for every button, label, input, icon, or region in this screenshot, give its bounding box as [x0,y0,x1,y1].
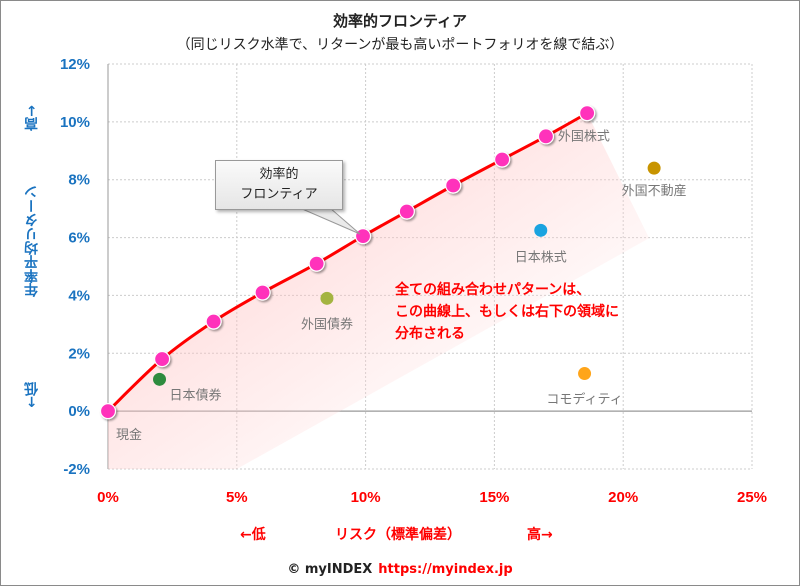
footer-link[interactable]: https://myindex.jp [378,562,513,577]
x-tick-label: 25% [737,489,767,506]
frontier-point [205,313,222,330]
y-tick-label: 4% [68,287,90,304]
chart-subtitle: （同じリスク水準で、リターンが最も高いポートフォリオを線で結ぶ） [176,37,624,53]
note-line: 全ての組み合わせパターンは、 [395,282,591,298]
frontier-point [494,151,511,168]
x-tick-label: 20% [608,489,638,506]
y-axis-low: ←低 [24,382,40,408]
asset-label: 現金 [116,427,142,443]
frontier-callout: 効率的 フロンティア [215,160,343,210]
x-tick-label: 5% [226,489,248,506]
frontier-point [308,255,325,272]
annotation-note: 全ての組み合わせパターンは、 この曲線上、もしくは右下の領域に 分布される [395,279,619,345]
asset-point [320,291,334,305]
asset-label: 外国株式 [558,129,610,144]
y-axis-high: 高→ [24,105,40,131]
y-tick-label: 2% [68,345,90,362]
y-axis-title: 年率平均リターン [24,185,40,297]
asset-point [534,223,548,237]
copyright: © myINDEX [287,562,373,577]
feasible-region [108,113,650,469]
note-line: 分布される [395,326,465,342]
asset-label: 日本債券 [170,387,222,403]
note-line: この曲線上、もしくは右下の領域に [395,304,619,320]
asset-label: 外国債券 [301,316,353,332]
y-tick-label: 10% [60,114,90,131]
callout-line: フロンティア [240,187,318,202]
frontier-point [254,284,271,301]
frontier-point [398,203,415,220]
asset-label: 外国不動産 [622,183,687,199]
asset-label: 日本株式 [515,250,567,265]
x-tick-label: 10% [351,489,381,506]
y-tick-label: 8% [68,172,90,189]
x-axis-title: リスク（標準偏差） [335,527,461,543]
x-tick-label: 15% [479,489,509,506]
callout-line: 効率的 [259,167,299,182]
y-tick-label: 12% [60,56,90,73]
x-axis-low: ←低 [240,527,266,543]
asset-point [153,372,167,386]
y-tick-label: -2% [63,461,90,478]
y-tick-label: 0% [68,403,90,420]
y-tick-label: 6% [68,230,90,247]
asset-point [578,367,592,381]
chart-title: 効率的フロンティア [332,12,468,30]
frontier-point [579,105,596,122]
asset-label: コモディティ [546,392,622,408]
frontier-point [445,177,462,194]
frontier-point [354,228,372,245]
frontier-point [99,403,117,420]
x-tick-label: 0% [97,489,119,506]
asset-point [647,161,661,175]
frontier-point [537,128,555,145]
footer: © myINDEX https://myindex.jp [0,562,800,577]
x-axis-high: 高→ [527,527,553,543]
frontier-point [153,350,171,368]
